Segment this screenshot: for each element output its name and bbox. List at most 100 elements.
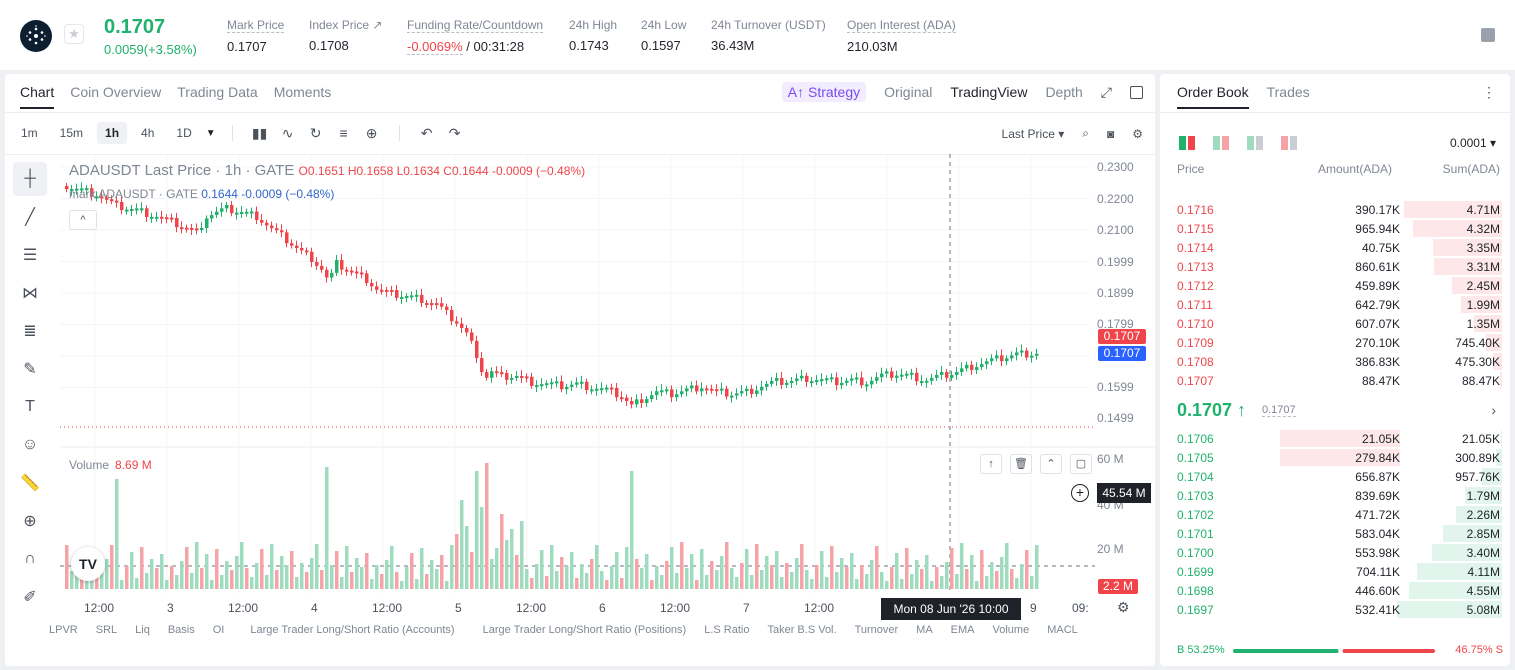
crosshair-icon[interactable]: ┼ <box>13 162 47 196</box>
camera-icon[interactable]: ◙ <box>1106 126 1115 141</box>
layout-asks-icon[interactable] <box>1281 136 1297 150</box>
bid-row[interactable]: 0.1705 279.84K 300.89K <box>1160 448 1510 467</box>
redo-icon[interactable]: ↷ <box>448 124 461 141</box>
ask-row[interactable]: 0.1707 88.47K 88.47K <box>1160 371 1510 390</box>
horizontal-lines-icon[interactable]: ☰ <box>22 247 38 264</box>
indicator-item[interactable]: Large Trader Long/Short Ratio (Accounts) <box>250 624 455 636</box>
pencil-icon[interactable]: ✐ <box>23 589 37 606</box>
layout-both-icon[interactable] <box>1179 136 1195 150</box>
bid-row[interactable]: 0.1703 839.69K 1.79M <box>1160 486 1510 505</box>
text-icon[interactable]: T <box>25 398 35 415</box>
price-type-select[interactable]: Last Price ▾ <box>1001 126 1065 141</box>
interval-1d[interactable]: 1D <box>176 126 192 140</box>
candle-body <box>790 381 794 383</box>
indicator-item[interactable]: Volume <box>992 624 1030 636</box>
add-plus-icon[interactable]: + <box>1071 484 1089 502</box>
indicator-item[interactable]: MA <box>916 624 933 636</box>
settings-gear-icon[interactable]: ⚙ <box>1132 126 1143 141</box>
refresh-icon[interactable]: ↻ <box>309 124 322 141</box>
indicator-item[interactable]: SRL <box>95 624 118 636</box>
bid-row[interactable]: 0.1702 471.72K 2.26M <box>1160 505 1510 524</box>
tradingview-logo[interactable]: TV <box>71 547 105 581</box>
bid-row[interactable]: 0.1697 532.41K 5.08M <box>1160 600 1510 619</box>
volume-bar <box>90 578 94 589</box>
ask-row[interactable]: 0.1708 386.83K 475.30K <box>1160 352 1510 371</box>
indicator-item[interactable]: LPVR <box>49 624 78 636</box>
chevron-right-icon[interactable]: › <box>1491 402 1496 418</box>
tab-tradingview[interactable]: TradingView <box>950 84 1028 100</box>
ask-row[interactable]: 0.1709 270.10K 745.40K <box>1160 333 1510 352</box>
window-icon[interactable] <box>1130 85 1143 99</box>
price-axis-label: 0.1799 <box>1097 317 1134 331</box>
ask-row[interactable]: 0.1716 390.17K 4.71M <box>1160 200 1510 219</box>
move-up-icon[interactable]: ↑ <box>980 454 1002 474</box>
emoji-icon[interactable]: ☺ <box>21 436 39 453</box>
indicator-item[interactable]: Basis <box>167 624 195 636</box>
undo-icon[interactable]: ↶ <box>420 124 433 141</box>
indicator-item[interactable]: OI <box>212 624 225 636</box>
tab-chart[interactable]: Chart <box>20 84 55 109</box>
price-chart[interactable] <box>5 154 1155 594</box>
bid-row[interactable]: 0.1699 704.11K 4.11M <box>1160 562 1510 581</box>
interval-4h[interactable]: 4h <box>141 126 155 140</box>
search-icon[interactable]: ⌕ <box>1082 126 1089 140</box>
ask-row[interactable]: 0.1713 860.61K 3.31M <box>1160 257 1510 276</box>
tab-moments[interactable]: Moments <box>273 84 332 100</box>
fib-icon[interactable]: ≣ <box>23 323 37 340</box>
indicator-item[interactable]: Liq <box>135 624 150 636</box>
interval-1h[interactable]: 1h <box>97 122 128 144</box>
candle-type-icon[interactable]: ▮▮ <box>251 124 268 141</box>
interval-1m[interactable]: 1m <box>21 126 38 140</box>
tab-depth[interactable]: Depth <box>1045 84 1083 100</box>
tab-trades[interactable]: Trades <box>1266 84 1310 100</box>
tab-coin-overview[interactable]: Coin Overview <box>70 84 162 100</box>
strategy-button[interactable]: A↑ Strategy <box>781 82 867 102</box>
ask-row[interactable]: 0.1712 459.89K 2.45M <box>1160 276 1510 295</box>
pattern-icon[interactable]: ⋈ <box>22 285 38 302</box>
tab-order-book[interactable]: Order Book <box>1177 84 1249 109</box>
collapse-legend-button[interactable]: ^ <box>69 210 97 230</box>
tab-original[interactable]: Original <box>884 84 933 100</box>
layout-bids-asks-icon[interactable] <box>1213 136 1229 150</box>
indicator-item[interactable]: Taker B.S Vol. <box>767 624 837 636</box>
bid-row[interactable]: 0.1704 656.87K 957.76K <box>1160 467 1510 486</box>
expand-icon[interactable]: ⤢ <box>1100 83 1112 100</box>
ask-row[interactable]: 0.1710 607.07K 1.35M <box>1160 314 1510 333</box>
more-menu-icon[interactable]: ⋮ <box>1482 84 1496 100</box>
indicator-item[interactable]: EMA <box>950 624 975 636</box>
interval-dropdown-icon[interactable]: ▼ <box>205 127 216 139</box>
brush-icon[interactable]: ✎ <box>23 361 37 378</box>
axis-settings-icon[interactable]: ⚙ <box>1117 599 1130 615</box>
zoom-in-icon[interactable]: ⊕ <box>23 513 37 530</box>
precision-select[interactable]: 0.0001 ▾ <box>1449 136 1496 150</box>
ask-row[interactable]: 0.1711 642.79K 1.99M <box>1160 295 1510 314</box>
candle-body <box>155 216 159 219</box>
templates-icon[interactable]: ≡ <box>339 125 348 141</box>
trend-line-icon[interactable]: ╱ <box>25 209 35 226</box>
bid-row[interactable]: 0.1701 583.04K 2.85M <box>1160 524 1510 543</box>
bid-row[interactable]: 0.1698 446.60K 4.55M <box>1160 581 1510 600</box>
bid-row[interactable]: 0.1700 553.98K 3.40M <box>1160 543 1510 562</box>
indicators-icon[interactable]: ∿ <box>281 124 294 141</box>
ruler-icon[interactable]: 📏 <box>20 475 40 492</box>
favorite-star-icon[interactable]: ★ <box>64 24 84 44</box>
ask-row[interactable]: 0.1715 965.94K 4.32M <box>1160 219 1510 238</box>
stat-index-price[interactable]: Index Price ↗ 0.1708 <box>309 18 383 53</box>
delete-icon[interactable]: 🗑 <box>1010 454 1032 474</box>
tab-trading-data[interactable]: Trading Data <box>177 84 258 100</box>
add-indicator-icon[interactable]: ⊕ <box>365 124 378 141</box>
candle-body <box>525 376 529 379</box>
maximize-pane-icon[interactable]: ▢ <box>1070 454 1092 474</box>
collapse-pane-icon[interactable]: ⌃ <box>1040 454 1062 474</box>
volume-bar <box>735 577 739 589</box>
layout-bids-icon[interactable] <box>1247 136 1263 150</box>
indicator-item[interactable]: MACL <box>1047 624 1078 636</box>
book-icon[interactable] <box>1481 28 1495 42</box>
indicator-item[interactable]: Turnover <box>854 624 899 636</box>
ask-row[interactable]: 0.1714 40.75K 3.35M <box>1160 238 1510 257</box>
interval-15m[interactable]: 15m <box>59 126 84 140</box>
magnet-icon[interactable]: ∩ <box>24 550 36 567</box>
bid-row[interactable]: 0.1706 21.05K 21.05K <box>1160 429 1510 448</box>
indicator-item[interactable]: Large Trader Long/Short Ratio (Positions… <box>482 624 687 636</box>
indicator-item[interactable]: L.S Ratio <box>704 624 750 636</box>
